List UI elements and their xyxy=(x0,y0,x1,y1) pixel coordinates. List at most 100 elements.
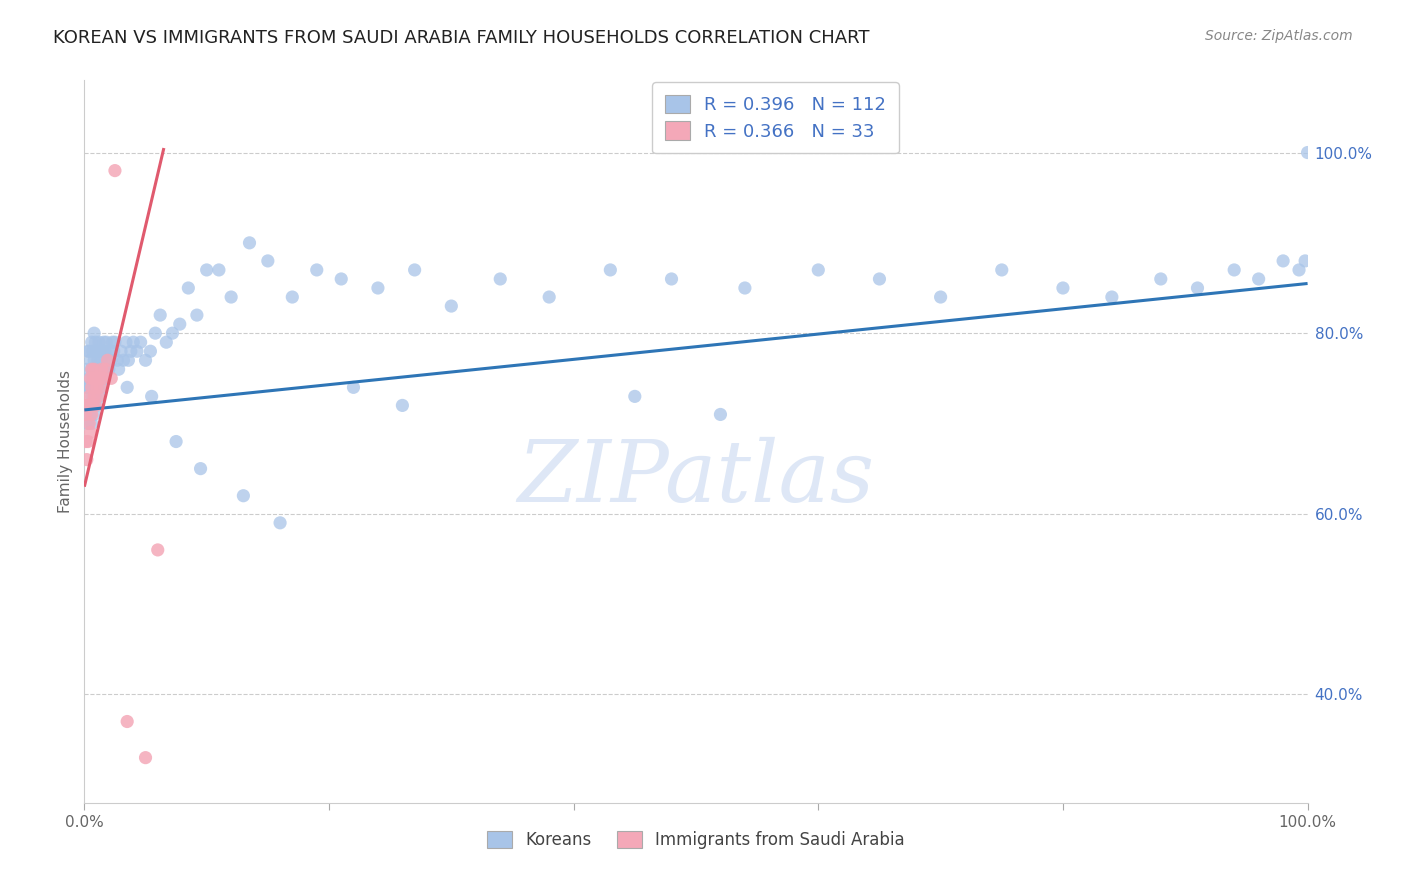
Point xyxy=(89,371,111,385)
Point xyxy=(93,335,115,350)
Point xyxy=(79,425,101,440)
Point xyxy=(93,362,115,376)
Point xyxy=(624,389,647,403)
Point xyxy=(96,362,118,376)
Legend: Koreans, Immigrants from Saudi Arabia: Koreans, Immigrants from Saudi Arabia xyxy=(481,824,911,856)
Point xyxy=(538,290,561,304)
Point xyxy=(84,335,107,350)
Point xyxy=(107,362,129,376)
Point xyxy=(1052,281,1074,295)
Point xyxy=(129,335,152,350)
Point xyxy=(86,380,108,394)
Point xyxy=(139,344,162,359)
Point xyxy=(87,335,110,350)
Point xyxy=(599,263,621,277)
Point xyxy=(281,290,304,304)
Point xyxy=(135,750,157,764)
Point xyxy=(101,335,124,350)
Point xyxy=(155,335,177,350)
Point xyxy=(84,398,107,412)
Point xyxy=(77,380,100,394)
Point xyxy=(83,408,105,422)
Point xyxy=(91,371,114,385)
Point xyxy=(90,353,112,368)
Point xyxy=(115,380,138,394)
Point xyxy=(87,389,110,403)
Point xyxy=(1150,272,1173,286)
Point xyxy=(77,371,100,385)
Point xyxy=(98,344,121,359)
Point xyxy=(734,281,756,295)
Point xyxy=(929,290,952,304)
Point xyxy=(80,362,103,376)
Point xyxy=(83,326,105,341)
Point xyxy=(869,272,891,286)
Point xyxy=(86,398,108,412)
Point xyxy=(149,308,172,322)
Point xyxy=(195,263,218,277)
Point xyxy=(84,371,107,385)
Point xyxy=(87,389,110,403)
Point xyxy=(87,362,110,376)
Point xyxy=(125,344,148,359)
Point xyxy=(162,326,184,341)
Point xyxy=(94,371,117,385)
Point xyxy=(709,408,731,422)
Text: KOREAN VS IMMIGRANTS FROM SAUDI ARABIA FAMILY HOUSEHOLDS CORRELATION CHART: KOREAN VS IMMIGRANTS FROM SAUDI ARABIA F… xyxy=(53,29,870,46)
Point xyxy=(190,461,212,475)
Point xyxy=(661,272,683,286)
Point xyxy=(77,417,100,431)
Point xyxy=(80,362,103,376)
Point xyxy=(77,434,100,449)
Point xyxy=(489,272,512,286)
Point xyxy=(1294,254,1316,268)
Point xyxy=(82,371,104,385)
Point xyxy=(79,408,101,422)
Point xyxy=(115,335,138,350)
Point xyxy=(87,380,110,394)
Point xyxy=(330,272,353,286)
Point xyxy=(75,380,97,394)
Point xyxy=(135,353,157,368)
Point xyxy=(79,371,101,385)
Point xyxy=(77,398,100,412)
Point xyxy=(97,353,120,368)
Point xyxy=(89,344,111,359)
Point xyxy=(94,344,117,359)
Point xyxy=(305,263,328,277)
Point xyxy=(104,335,127,350)
Point xyxy=(97,353,120,368)
Point xyxy=(269,516,291,530)
Point xyxy=(807,263,830,277)
Point xyxy=(146,542,169,557)
Point xyxy=(80,380,103,394)
Point xyxy=(1223,263,1246,277)
Point xyxy=(1296,145,1319,160)
Point xyxy=(391,398,413,412)
Point xyxy=(115,714,138,729)
Point xyxy=(367,281,389,295)
Point xyxy=(120,344,142,359)
Point xyxy=(75,434,97,449)
Point xyxy=(80,408,103,422)
Point xyxy=(208,263,231,277)
Point xyxy=(238,235,260,250)
Point xyxy=(87,371,110,385)
Point xyxy=(77,417,100,431)
Point xyxy=(257,254,280,268)
Point xyxy=(79,353,101,368)
Point xyxy=(1187,281,1209,295)
Point xyxy=(77,344,100,359)
Point xyxy=(169,317,191,331)
Point xyxy=(404,263,426,277)
Point xyxy=(1288,263,1310,277)
Point xyxy=(122,335,145,350)
Point xyxy=(186,308,208,322)
Point xyxy=(83,389,105,403)
Point xyxy=(80,417,103,431)
Point xyxy=(77,398,100,412)
Point xyxy=(100,353,122,368)
Point xyxy=(96,335,118,350)
Text: ZIPatlas: ZIPatlas xyxy=(517,436,875,519)
Point xyxy=(80,335,103,350)
